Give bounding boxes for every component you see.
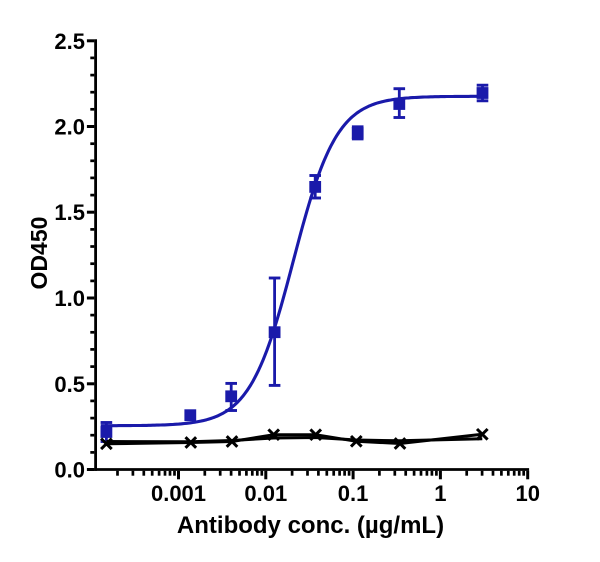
svg-text:2.0: 2.0 — [54, 115, 85, 140]
svg-text:0.01: 0.01 — [244, 481, 287, 506]
svg-text:Antibody conc. (µg/mL): Antibody conc. (µg/mL) — [177, 512, 444, 539]
svg-text:0.1: 0.1 — [338, 481, 369, 506]
svg-text:1: 1 — [434, 481, 446, 506]
svg-text:10: 10 — [515, 481, 539, 506]
svg-text:2.5: 2.5 — [54, 29, 85, 54]
svg-text:1.0: 1.0 — [54, 286, 85, 311]
svg-text:OD450: OD450 — [26, 217, 52, 290]
svg-text:1.5: 1.5 — [54, 200, 85, 225]
svg-text:0.5: 0.5 — [54, 372, 85, 397]
svg-text:0.001: 0.001 — [151, 481, 206, 506]
svg-text:0.0: 0.0 — [54, 458, 85, 483]
